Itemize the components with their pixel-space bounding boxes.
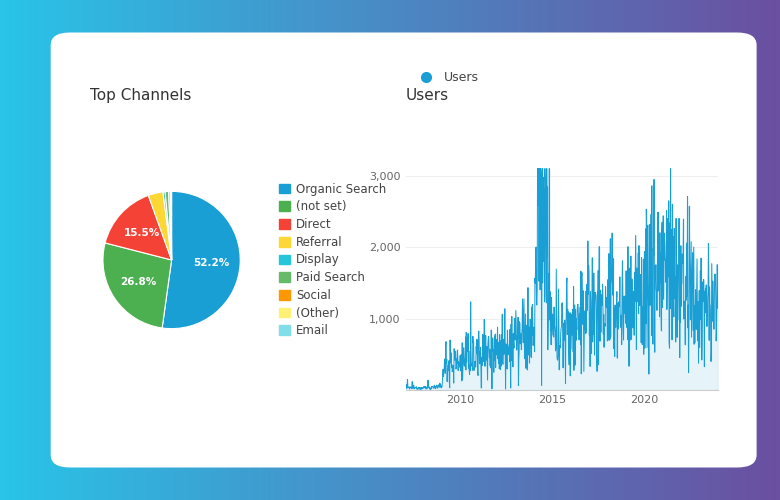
- Text: 52.2%: 52.2%: [193, 258, 229, 268]
- Text: Top Channels: Top Channels: [90, 88, 191, 103]
- Text: 15.5%: 15.5%: [124, 228, 160, 238]
- Legend: Organic Search, (not set), Direct, Referral, Display, Paid Search, Social, (Othe: Organic Search, (not set), Direct, Refer…: [277, 180, 388, 340]
- Wedge shape: [168, 192, 172, 260]
- Wedge shape: [103, 243, 172, 328]
- Legend: Users: Users: [409, 66, 484, 89]
- Wedge shape: [165, 192, 172, 260]
- Text: Users: Users: [406, 88, 448, 103]
- Wedge shape: [163, 192, 172, 260]
- Wedge shape: [162, 192, 240, 328]
- Wedge shape: [170, 192, 172, 260]
- Wedge shape: [105, 196, 172, 260]
- Text: 26.8%: 26.8%: [120, 277, 157, 287]
- Wedge shape: [148, 192, 172, 260]
